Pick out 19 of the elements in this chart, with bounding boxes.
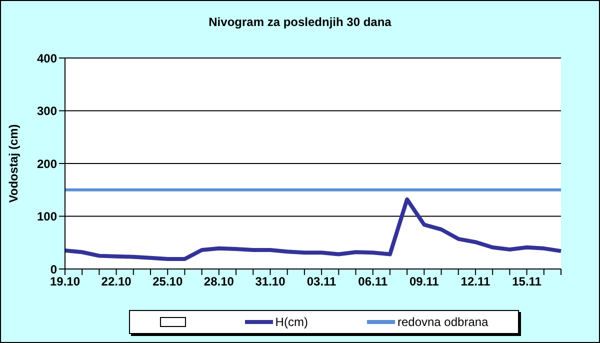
x-tick-label: 22.10 bbox=[101, 274, 132, 289]
chart-title: Nivogram za poslednjih 30 dana bbox=[208, 15, 392, 29]
x-tick-label: 12.11 bbox=[460, 274, 490, 289]
legend-label: redovna odbrana bbox=[397, 315, 488, 329]
y-tick-label: 0 bbox=[50, 262, 58, 276]
y-tick-label: 100 bbox=[36, 210, 58, 224]
y-axis-title: Vodostaj (cm) bbox=[6, 124, 20, 203]
y-tick-label: 200 bbox=[36, 156, 58, 171]
y-tick-label: 400 bbox=[36, 51, 58, 66]
x-tick-label: 28.10 bbox=[204, 274, 234, 289]
x-tick-label: 03.11 bbox=[306, 274, 337, 289]
x-tick-label: 31.10 bbox=[255, 274, 286, 289]
legend-label: H(cm) bbox=[275, 315, 308, 329]
x-tick-label: 06.11 bbox=[358, 274, 388, 289]
x-tick-label: 09.11 bbox=[409, 274, 440, 289]
y-tick-label: 300 bbox=[36, 104, 58, 118]
x-tick-label: 15.11 bbox=[512, 274, 542, 289]
x-tick-label: 19.10 bbox=[50, 274, 80, 289]
x-tick-label: 25.10 bbox=[152, 274, 183, 289]
